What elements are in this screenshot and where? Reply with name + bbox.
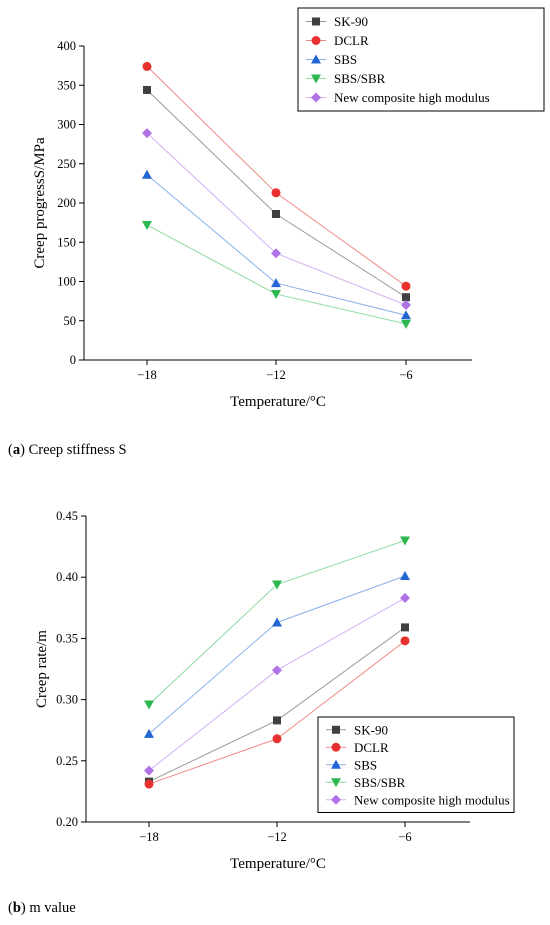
chart-b-y-tick-label: 0.40 bbox=[56, 570, 78, 584]
chart-b-point-new-composite-high-modulus bbox=[272, 665, 282, 676]
chart-b-point-sk-90 bbox=[401, 623, 409, 632]
chart-b-legend-label-sbs: SBS bbox=[354, 757, 377, 772]
caption-b-text: m value bbox=[29, 900, 76, 916]
chart-a-y-tick-label: 400 bbox=[57, 39, 76, 53]
chart-b-point-sbs bbox=[144, 728, 154, 738]
chart-b-y-tick-label: 0.45 bbox=[56, 509, 78, 523]
chart-a-x-tick-label: −12 bbox=[266, 368, 286, 382]
chart-a-y-tick-label: 100 bbox=[57, 275, 76, 289]
chart-a-point-sbs bbox=[401, 310, 411, 320]
chart-a-x-tick-label: −6 bbox=[399, 368, 412, 382]
chart-a-x-axis-label: Temperature/°C bbox=[230, 394, 326, 410]
chart-b-legend-marker-sbs-sbr bbox=[331, 778, 341, 788]
chart-b-legend-label-dclr: DCLR bbox=[354, 740, 389, 755]
chart-b-point-sbs-sbr bbox=[272, 580, 282, 590]
chart-b-m-value: 0.20 0.25 0.30 0.35 0.40 0.45 −18 −12 −6 Temperat… bbox=[34, 509, 515, 872]
chart-a-legend-label-dclr: DCLR bbox=[334, 33, 369, 48]
chart-a-legend-marker-sbs bbox=[311, 54, 321, 64]
chart-a-point-sbs-sbr bbox=[271, 290, 281, 300]
chart-b-point-sbs-sbr bbox=[144, 700, 154, 710]
chart-b-legend-marker-sbs bbox=[331, 759, 341, 769]
chart-a-point-sk-90 bbox=[143, 85, 151, 94]
chart-a-legend bbox=[297, 7, 545, 112]
chart-a-point-sbs bbox=[142, 169, 152, 179]
chart-b-point-dclr bbox=[272, 734, 282, 744]
chart-a-legend-label-sbs-sbr: SBS/SBR bbox=[334, 71, 386, 86]
chart-a-point-dclr bbox=[271, 188, 281, 198]
chart-b-legend-label-new-composite-high-modulus: New composite high modulus bbox=[354, 792, 510, 807]
chart-a-y-tick-label: 150 bbox=[57, 235, 76, 249]
chart-a-point-new-composite-high-modulus bbox=[271, 248, 281, 259]
chart-a-series-line-sbs-sbr bbox=[146, 224, 407, 325]
chart-a-point-sk-90 bbox=[402, 293, 410, 302]
caption-b-letter: b bbox=[12, 900, 21, 916]
chart-b-legend-label-sk-90: SK-90 bbox=[354, 722, 388, 737]
chart-a-legend-marker-new-composite-high-modulus bbox=[311, 92, 321, 103]
chart-a-point-dclr bbox=[142, 61, 152, 71]
chart-b-point-new-composite-high-modulus bbox=[400, 593, 410, 604]
chart-a-y-tick-label: 300 bbox=[57, 118, 76, 132]
caption-a-text: Creep stiffness S bbox=[28, 442, 127, 458]
chart-a-point-new-composite-high-modulus bbox=[401, 300, 411, 311]
chart-a-legend-label-sk-90: SK-90 bbox=[334, 14, 368, 29]
chart-a-point-sbs bbox=[271, 278, 281, 288]
caption-a-letter: a bbox=[12, 442, 21, 458]
chart-a-legend-marker-sbs-sbr bbox=[311, 74, 321, 84]
chart-b-y-tick-label: 0.25 bbox=[56, 754, 78, 768]
chart-b-x-tick-label: −12 bbox=[267, 830, 287, 844]
chart-b-x-tick-label: −6 bbox=[398, 830, 411, 844]
chart-a-y-tick-label: 250 bbox=[57, 157, 76, 171]
chart-b-legend-marker-dclr bbox=[331, 742, 341, 752]
chart-b-x-tick-label: −18 bbox=[139, 830, 159, 844]
chart-a-y-tick-label: 200 bbox=[57, 196, 76, 210]
chart-b-point-sk-90 bbox=[273, 716, 281, 725]
chart-a-x-tick-label: −18 bbox=[137, 368, 157, 382]
chart-b-point-dclr bbox=[144, 779, 154, 789]
chart-b-point-sbs bbox=[272, 617, 282, 627]
chart-b-legend bbox=[317, 716, 515, 813]
chart-b-legend-label-sbs-sbr: SBS/SBR bbox=[354, 775, 406, 790]
chart-a-legend-label-new-composite-high-modulus: New composite high modulus bbox=[334, 90, 490, 105]
chart-a-legend-label-sbs: SBS bbox=[334, 52, 357, 67]
chart-b-y-tick-label: 0.35 bbox=[56, 631, 78, 645]
chart-a-y-tick-label: 350 bbox=[57, 78, 76, 92]
caption-a: (a) Creep stiffness S bbox=[8, 442, 127, 458]
chart-b-x-axis-label: Temperature/°C bbox=[230, 856, 326, 872]
chart-a-point-sk-90 bbox=[272, 209, 280, 218]
caption-b: (b) m value bbox=[8, 900, 76, 916]
chart-a-point-sbs-sbr bbox=[401, 319, 411, 329]
chart-b-point-new-composite-high-modulus bbox=[144, 765, 154, 776]
chart-a-point-sbs-sbr bbox=[142, 220, 152, 230]
chart-b-point-sbs-sbr bbox=[400, 536, 410, 546]
chart-a-y-tick-label: 50 bbox=[64, 314, 77, 328]
chart-b-y-axis-label: Creep rate/m bbox=[34, 630, 50, 708]
chart-a-point-dclr bbox=[401, 281, 411, 291]
chart-a-legend-marker-dclr bbox=[311, 36, 321, 45]
chart-b-legend-marker-sk-90 bbox=[332, 725, 340, 734]
chart-b-point-sbs bbox=[400, 570, 410, 580]
chart-b-y-tick-label: 0.20 bbox=[56, 815, 78, 829]
chart-b-legend-marker-new-composite-high-modulus bbox=[331, 794, 341, 805]
chart-a-y-tick-label: 0 bbox=[70, 353, 76, 367]
chart-b-point-dclr bbox=[400, 636, 410, 646]
chart-a-creep-stiffness: 0 50 100 150 200 250 300 350 400 −18 −12 −6 Temperat… bbox=[32, 7, 545, 410]
chart-b-y-tick-label: 0.30 bbox=[56, 693, 78, 707]
chart-a-y-axis-label: Creep progressS/MPa bbox=[32, 137, 48, 269]
chart-a-point-new-composite-high-modulus bbox=[142, 128, 152, 139]
chart-a-legend-marker-sk-90 bbox=[312, 17, 320, 26]
